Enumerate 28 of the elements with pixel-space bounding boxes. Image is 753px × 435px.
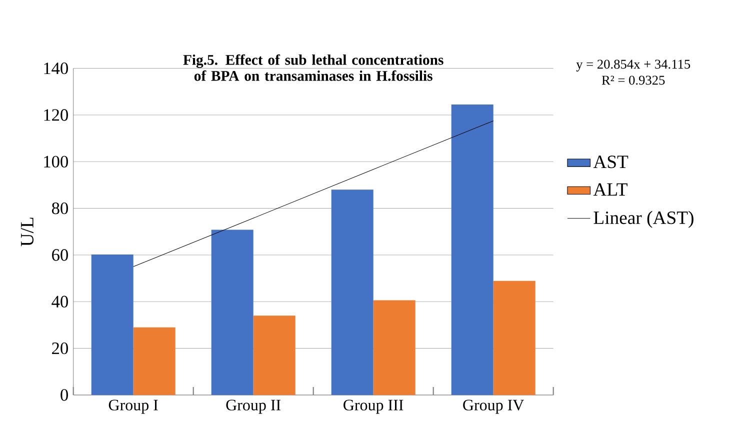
text: y = 20.854x + 34.115 (576, 60, 690, 72)
bar (331, 190, 374, 395)
legend-label: AST (593, 156, 628, 168)
y-tick-label: 140 (44, 62, 68, 74)
bar (133, 327, 176, 395)
y-tick-label: 40 (52, 296, 68, 308)
x-tick-label: Group IV (463, 400, 524, 414)
bar (253, 316, 296, 395)
bar (493, 280, 536, 395)
y-tick-label: 0 (60, 389, 68, 401)
x-tick-label: Group I (108, 400, 158, 414)
legend-label: ALT (593, 183, 628, 196)
y-tick-label: 120 (44, 109, 68, 121)
x-tick-label: Group III (344, 400, 404, 414)
bar (211, 230, 254, 395)
y-tick-label: 100 (44, 156, 68, 168)
y-axis-title: U/L (20, 218, 34, 246)
y-tick-label: 60 (52, 249, 68, 261)
bar (91, 254, 134, 395)
x-tick-label: Group II (226, 400, 281, 414)
text: R² = 0.9325 (602, 76, 665, 85)
y-tick-label: 80 (52, 202, 68, 214)
chart-title: Fig.5. Effect of sub lethal concentrations of BPA on transaminases in H.fossilis (183, 54, 444, 81)
line-series (133, 120, 494, 267)
y-tick-label: 20 (52, 342, 68, 354)
legend-label: Linear (AST) (594, 210, 694, 228)
bar (373, 300, 416, 395)
bar (451, 104, 494, 395)
